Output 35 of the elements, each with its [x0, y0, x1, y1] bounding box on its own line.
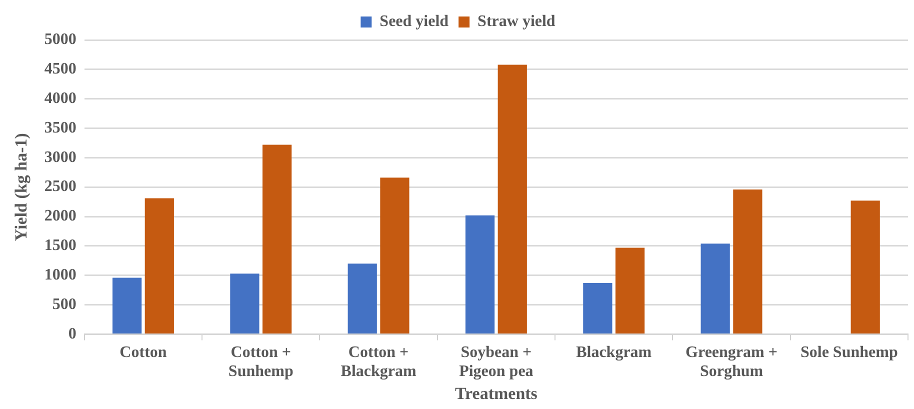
x-tick-label: Cotton [120, 344, 167, 361]
y-tick-label: 2000 [44, 208, 76, 225]
bar [230, 274, 260, 334]
y-tick-label: 2500 [44, 178, 76, 196]
legend-label: Straw yield [478, 13, 556, 30]
bar [112, 278, 142, 334]
x-tick-label: Sole Sunhemp [800, 344, 898, 361]
y-tick-label: 3000 [44, 148, 76, 166]
y-tick-label: 1500 [44, 237, 76, 254]
bar [465, 215, 495, 334]
y-tick-label: 0 [68, 325, 76, 342]
x-tick-label: Cotton + Sunhemp [228, 344, 294, 380]
y-tick-label: 500 [52, 296, 76, 313]
bar [733, 189, 762, 334]
legend-label: Seed yield [380, 13, 449, 30]
bar [850, 200, 880, 334]
bar [615, 248, 645, 334]
bar [583, 283, 612, 334]
x-tick-label: Greengram + Sorghum [686, 344, 778, 380]
y-tick-label: 4500 [44, 60, 76, 78]
y-tick-label: 4000 [44, 90, 76, 107]
x-axis-title: Treatments [454, 384, 538, 404]
bar [380, 178, 410, 334]
y-tick-label: 5000 [44, 31, 76, 48]
y-tick-label: 1000 [44, 266, 76, 284]
bar [262, 144, 292, 334]
bar [498, 64, 527, 334]
x-tick-label: Blackgram [576, 344, 652, 361]
y-tick-label: 3500 [44, 119, 76, 136]
bar [700, 244, 730, 334]
bar [348, 264, 377, 334]
x-tick-label: Soybean + Pigeon pea [459, 344, 534, 380]
bar [144, 198, 174, 334]
x-tick-label: Cotton + Blackgram [340, 344, 417, 380]
y-axis-title: Yield (kg ha-1) [12, 133, 31, 242]
